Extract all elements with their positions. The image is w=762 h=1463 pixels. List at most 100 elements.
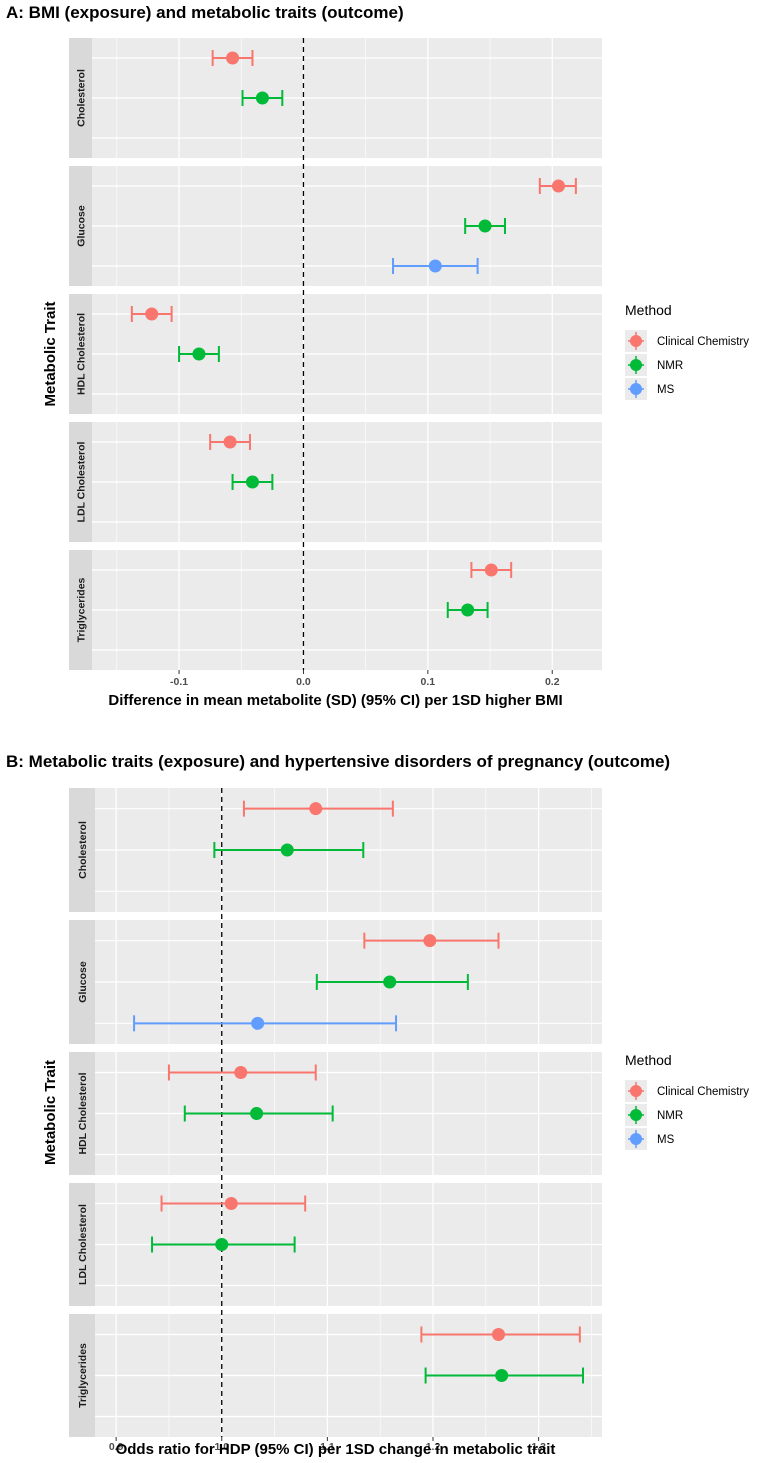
point-estimate [226,51,240,65]
data-point-hdl-cholesterol-clinical-chemistry [167,1064,317,1081]
data-point-glucose-clinical-chemistry [538,178,577,194]
legend-item-nmr: NMR [625,1104,683,1126]
legend-label: NMR [657,360,683,372]
chart-panel-b: B: Metabolic traits (exposure) and hyper… [6,752,749,1458]
facet-label: Cholesterol [77,821,89,879]
x-tick-label: 1.3 [531,1441,546,1453]
facet-strip [69,422,92,542]
legend-item-clinical-chemistry: Clinical Chemistry [625,1080,749,1102]
point-estimate [428,259,442,273]
facet-label: Glucose [76,205,88,247]
point-estimate [255,91,269,105]
legend-label: NMR [657,1110,683,1122]
legend-item-nmr: NMR [625,354,683,376]
legend-label: Clinical Chemistry [657,1086,749,1098]
facet-cholesterol: Cholesterol [69,38,602,158]
x-tick-label: 0.9 [109,1441,124,1453]
legend-item-ms: MS [625,378,675,400]
legend-key-point [630,1109,642,1121]
point-estimate [251,1016,265,1030]
x-tick-label: 0.1 [421,676,436,688]
data-point-ldl-cholesterol-nmr [231,474,274,490]
point-estimate [234,1066,248,1079]
chart-title: B: Metabolic traits (exposure) and hyper… [6,752,670,771]
facet-glucose: Glucose [69,166,602,286]
point-estimate [461,603,475,617]
data-point-triglycerides-clinical-chemistry [420,1326,581,1343]
point-estimate [478,219,492,233]
x-tick-label: 1.1 [320,1441,335,1453]
data-point-cholesterol-nmr [241,90,284,106]
data-point-glucose-ms [133,1015,398,1032]
facet-label: Triglycerides [76,577,88,642]
legend-key-point [630,359,642,371]
point-estimate [309,802,323,816]
point-estimate [551,179,565,193]
data-point-triglycerides-nmr [424,1367,584,1384]
legend-item-clinical-chemistry: Clinical Chemistry [625,330,749,352]
legend-key-point [630,1085,642,1097]
facet-strip [69,166,92,286]
legend-item-ms: MS [625,1128,675,1150]
chart-title: A: BMI (exposure) and metabolic traits (… [6,3,404,22]
facet-strip [69,1314,95,1437]
legend-key-point [630,1133,642,1145]
legend-label: MS [657,384,675,396]
data-point-glucose-nmr [315,974,469,990]
data-point-hdl-cholesterol-nmr [183,1105,334,1122]
facet-strip [69,920,95,1044]
facet-strip [69,550,92,670]
data-point-triglycerides-nmr [446,602,489,618]
legend: Method Clinical Chemistry NMR MS [625,302,749,400]
facet-strip [69,788,95,912]
data-point-glucose-clinical-chemistry [363,932,500,949]
data-point-cholesterol-nmr [213,842,365,858]
legend-label: Clinical Chemistry [657,336,749,348]
point-estimate [484,563,498,577]
facet-strip [69,294,92,414]
point-estimate [250,1107,264,1120]
point-estimate [245,475,259,489]
data-point-ldl-cholesterol-nmr [151,1236,296,1253]
facet-label: Glucose [77,961,89,1003]
data-point-hdl-cholesterol-nmr [178,346,220,362]
x-tick-label: 1.2 [426,1441,441,1453]
x-axis-title: Odds ratio for HDP (95% CI) per 1SD chan… [116,1441,556,1458]
point-estimate [383,975,397,989]
data-point-triglycerides-clinical-chemistry [470,562,513,578]
point-estimate [224,1197,238,1210]
chart-panel-a: A: BMI (exposure) and metabolic traits (… [6,3,749,709]
legend-title: Method [625,1052,672,1068]
y-axis-title: Metabolic Trait [42,301,59,406]
y-axis-title: Metabolic Trait [42,1060,59,1165]
facet-label: HDL Cholesterol [77,1072,89,1154]
facet-strip [69,38,92,158]
x-tick-label: -0.1 [170,676,188,688]
legend-key-point [630,335,642,347]
facet-strip [69,1183,95,1306]
facet-label: Triglycerides [77,1343,89,1408]
data-point-cholesterol-clinical-chemistry [211,50,254,66]
data-point-glucose-nmr [464,218,506,234]
facet-label: LDL Cholesterol [76,441,88,522]
point-estimate [423,934,437,948]
legend-key-point [630,383,642,395]
facet-triglycerides: Triglycerides [69,550,602,670]
data-point-ldl-cholesterol-clinical-chemistry [160,1195,307,1212]
x-tick-label: 0.2 [545,676,560,688]
point-estimate [192,347,206,361]
legend-title: Method [625,302,672,318]
facet-label: Cholesterol [76,69,88,127]
data-point-hdl-cholesterol-clinical-chemistry [130,306,173,322]
point-estimate [145,307,159,321]
point-estimate [495,1369,509,1382]
x-tick-label: 0.0 [296,676,311,688]
data-point-cholesterol-clinical-chemistry [242,800,394,817]
facet-hdl-cholesterol: HDL Cholesterol [69,1052,602,1175]
point-estimate [491,1328,505,1341]
data-point-glucose-ms [392,258,479,274]
data-point-ldl-cholesterol-clinical-chemistry [209,434,251,450]
facet-ldl-cholesterol: LDL Cholesterol [69,1183,602,1306]
legend: Method Clinical Chemistry NMR MS [625,1052,749,1150]
